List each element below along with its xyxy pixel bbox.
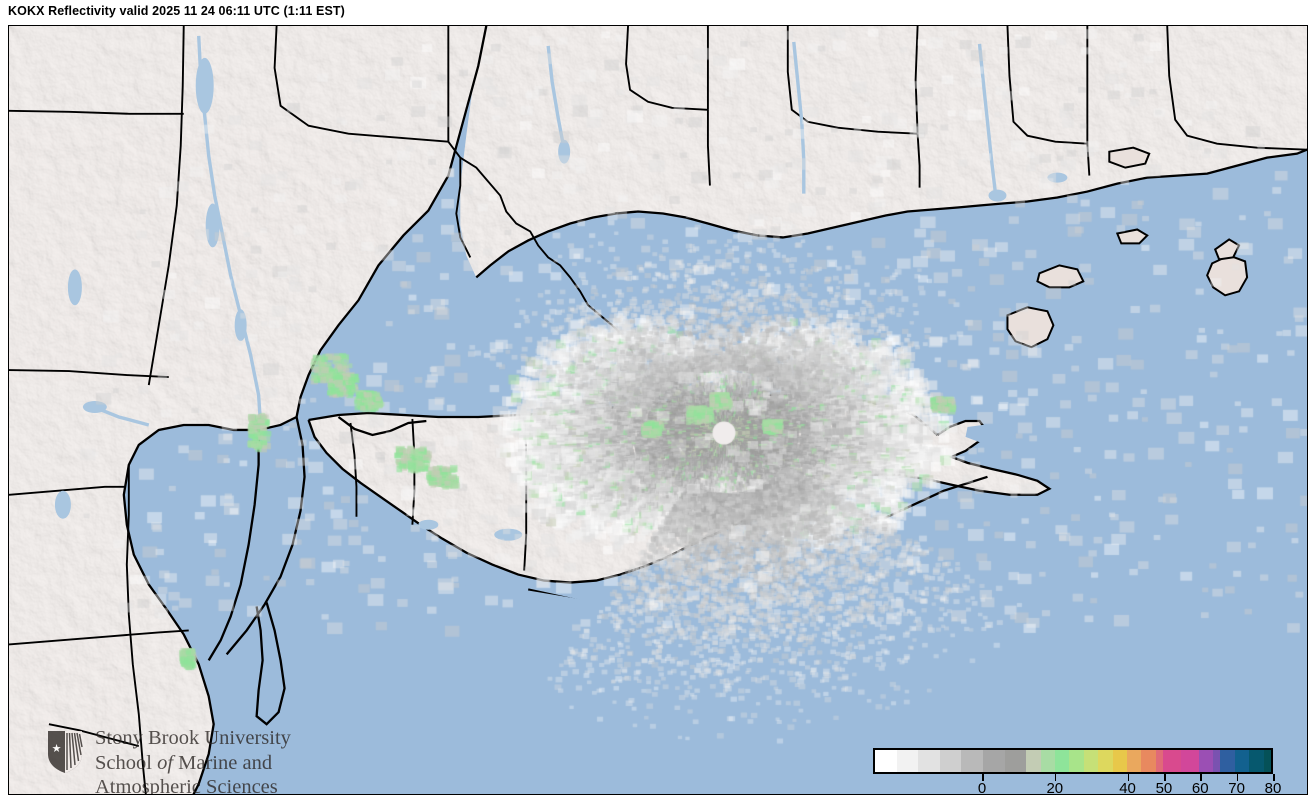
colorbar-segment [1004,750,1027,772]
colorbar-tick [1163,774,1166,781]
colorbar-segment [1155,750,1163,772]
logo-line-3: Atmospheric Sciences [95,776,278,795]
colorbar-ticks [873,774,1275,782]
logo-line-1: Stony Brook University [95,727,291,749]
colorbar-segment [982,750,1005,772]
colorbar-segment [1026,750,1041,772]
colorbar-segment [1112,750,1127,772]
colorbar-tick-label: 0 [977,780,987,795]
logo-line-2-italic: of [157,751,174,774]
colorbar-segment [1054,750,1070,772]
colorbar-tick [1236,774,1239,781]
colorbar-tick-label: 60 [1191,780,1209,795]
logo-line-2b: Marine and [173,751,273,774]
colorbar-segment [1180,750,1199,772]
colorbar-segment [1162,750,1181,772]
colorbar-segment [1220,750,1235,772]
colorbar-segment [1213,750,1221,772]
colorbar-tick [1200,774,1202,781]
colorbar-segment [1040,750,1055,772]
geography-layer [9,26,1307,794]
colorbar-tick-label: 40 [1119,780,1136,795]
colorbar-segment [1198,750,1214,772]
colorbar-tick [1273,774,1275,781]
logo-line-2a: School [95,751,158,774]
colorbar-segment [1083,750,1099,772]
colorbar-segment [918,750,940,772]
colorbar-segment [961,750,983,772]
colorbar-gradient [873,748,1273,774]
radar-map-frame[interactable]: ★ Stony Brook University School of Marin… [8,25,1308,795]
colorbar-segment [875,750,897,772]
page-title: KOKX Reflectivity valid 2025 11 24 06:11… [8,4,345,18]
colorbar-segment [1098,750,1113,772]
colorbar[interactable]: 0 20 40 50 60 70 80 [873,744,1283,795]
logo-line-2: School of Marine and [95,751,291,776]
logo-text: Stony Brook University School of Marine … [95,726,291,795]
colorbar-segment [1141,750,1156,772]
map-inner [9,26,1307,794]
mainland-northeast [460,26,1307,278]
colorbar-tick-label: 20 [1046,780,1064,795]
colorbar-tick [1127,774,1130,781]
mainland-west [9,26,489,794]
colorbar-tick [982,774,984,781]
colorbar-segment [1263,750,1271,772]
colorbar-segment [896,750,919,772]
colorbar-segment [939,750,962,772]
colorbar-tick-label: 50 [1155,780,1173,795]
colorbar-segment [1069,750,1084,772]
shield-icon: ★ [48,731,83,773]
colorbar-tick-label: 70 [1228,780,1245,795]
colorbar-tick-label: 80 [1264,780,1282,795]
colorbar-segment [1249,750,1264,772]
colorbar-tick-labels: 0 20 40 50 60 70 80 [873,780,1281,795]
shield-star-glyph: ★ [52,743,62,755]
colorbar-tick [1054,774,1057,781]
colorbar-segment [1234,750,1250,772]
stony-brook-logo: ★ Stony Brook University School of Marin… [47,726,317,795]
colorbar-segment [1126,750,1142,772]
